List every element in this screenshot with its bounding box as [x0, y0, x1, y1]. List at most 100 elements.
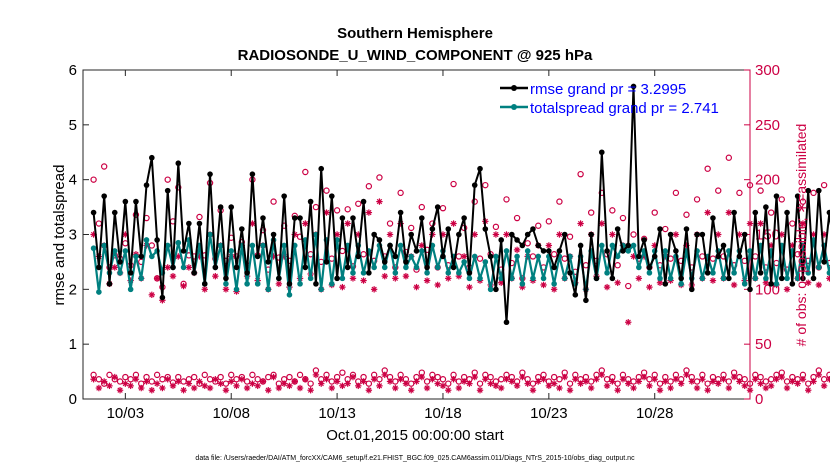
rmse-point	[249, 171, 256, 177]
assimilated-obs-point	[577, 380, 584, 387]
possible-obs-point	[550, 373, 558, 381]
possible-obs-point	[175, 184, 182, 191]
possible-obs-point	[344, 206, 351, 213]
totalspread-point	[392, 270, 399, 276]
assimilated-obs-point	[349, 373, 357, 381]
assimilated-obs-point	[640, 373, 648, 381]
rmse-point	[418, 215, 425, 221]
rmse-point	[196, 220, 203, 227]
rmse-point	[387, 242, 393, 249]
rmse-point	[731, 209, 737, 216]
assimilated-obs-point	[450, 220, 457, 227]
totalspread-point	[413, 264, 420, 271]
totalspread-point	[630, 242, 637, 249]
assimilated-obs-point	[789, 378, 796, 385]
totalspread-point	[763, 275, 769, 282]
totalspread-point	[339, 275, 346, 282]
rmse-point	[191, 270, 197, 276]
assimilated-obs-point	[423, 384, 431, 392]
assimilated-obs-point	[201, 286, 208, 293]
totalspread-point	[816, 264, 822, 271]
possible-obs-point	[376, 174, 383, 181]
rmse-point	[456, 231, 462, 238]
left-tick-label: 6	[69, 62, 77, 79]
rmse-line	[92, 85, 830, 324]
rmse-point	[212, 264, 219, 271]
possible-obs-point	[201, 371, 208, 379]
assimilated-obs-point	[180, 387, 187, 394]
right-tick-label: 300	[755, 62, 780, 79]
assimilated-obs-point	[646, 382, 653, 390]
totalspread-point	[741, 281, 748, 287]
legend-rmse-label: rmse grand pr = 3.2995	[530, 81, 686, 98]
assimilated-obs-point	[598, 371, 605, 379]
rmse-point	[281, 193, 287, 199]
possible-obs-point	[566, 233, 574, 240]
assimilated-obs-point	[794, 380, 801, 387]
possible-obs-point	[286, 373, 293, 381]
possible-obs-point	[487, 373, 494, 381]
assimilated-obs-point	[318, 380, 325, 387]
assimilated-obs-point	[471, 373, 478, 381]
possible-obs-point	[656, 380, 664, 387]
assimilated-obs-point	[799, 220, 807, 227]
totalspread-point	[138, 275, 145, 282]
rmse-point	[265, 259, 272, 265]
assimilated-obs-point	[487, 380, 494, 387]
rmse-point	[445, 226, 452, 232]
totalspread-point	[773, 281, 780, 287]
assimilated-obs-point	[95, 384, 103, 392]
rmse-point	[768, 281, 774, 287]
possible-obs-point	[683, 211, 690, 218]
rmse-point	[694, 231, 700, 238]
possible-obs-point	[217, 373, 224, 381]
possible-obs-point	[741, 376, 748, 383]
assimilated-obs-point	[646, 283, 653, 291]
rmse-point	[583, 297, 589, 304]
assimilated-obs-point	[492, 382, 500, 390]
assimilated-obs-point	[635, 275, 643, 282]
assimilated-obs-point	[709, 378, 717, 385]
rmse-point	[466, 270, 473, 276]
rmse-point	[800, 275, 806, 282]
rmse-point	[530, 226, 536, 232]
rmse-point	[339, 215, 346, 221]
totalspread-point	[381, 264, 388, 271]
assimilated-obs-point	[111, 373, 118, 381]
assimilated-obs-point	[466, 283, 473, 291]
assimilated-obs-point	[699, 376, 706, 383]
assimilated-obs-point	[180, 282, 187, 290]
assimilated-obs-point	[746, 220, 754, 227]
possible-obs-point	[408, 224, 415, 232]
rmse-point	[302, 264, 309, 271]
possible-obs-point	[550, 251, 558, 258]
assimilated-obs-point	[169, 272, 177, 280]
rmse-point	[604, 248, 610, 254]
totalspread-point	[164, 242, 171, 249]
totalspread-point	[657, 275, 663, 282]
assimilated-obs-point	[497, 384, 505, 392]
assimilated-obs-point	[535, 378, 542, 385]
totalspread-point	[625, 248, 632, 254]
assimilated-obs-point	[397, 376, 404, 383]
rmse-point	[704, 270, 711, 276]
totalspread-point	[731, 270, 737, 276]
rmse-point	[625, 242, 632, 249]
assimilated-obs-point	[280, 380, 288, 387]
possible-obs-point	[439, 204, 447, 212]
rmse-point	[381, 259, 388, 265]
rmse-point	[593, 275, 600, 282]
possible-obs-point	[725, 154, 733, 161]
assimilated-obs-point	[222, 286, 230, 293]
assimilated-obs-point	[175, 378, 182, 385]
possible-obs-point	[810, 189, 817, 197]
rmse-point	[540, 248, 547, 254]
rmse-point	[477, 165, 483, 172]
rmse-point	[636, 253, 642, 260]
totalspread-point	[233, 286, 240, 293]
possible-obs-point	[418, 203, 425, 211]
possible-obs-point	[603, 376, 611, 383]
possible-obs-point	[556, 198, 563, 205]
assimilated-obs-point	[482, 376, 489, 383]
totalspread-point	[117, 270, 123, 276]
